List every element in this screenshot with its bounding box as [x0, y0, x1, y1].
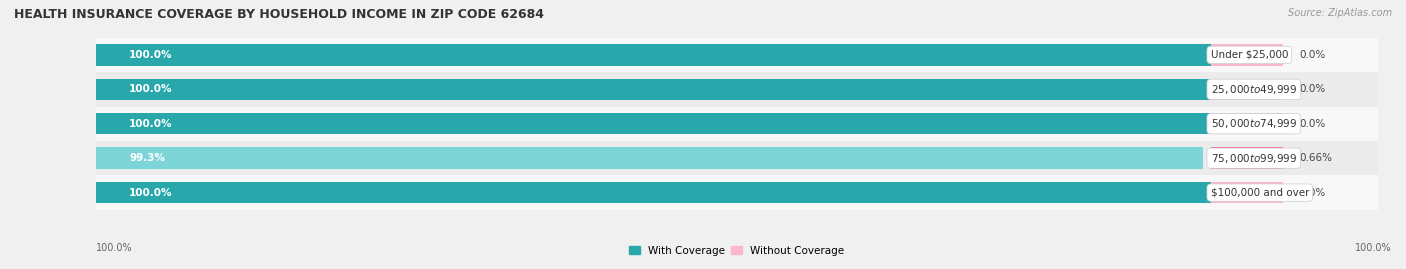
Text: $100,000 and over: $100,000 and over	[1211, 187, 1309, 198]
Text: $50,000 to $74,999: $50,000 to $74,999	[1211, 117, 1296, 130]
Text: 0.0%: 0.0%	[1299, 119, 1326, 129]
Text: Source: ZipAtlas.com: Source: ZipAtlas.com	[1288, 8, 1392, 18]
Bar	[96, 175, 1378, 210]
Text: Under $25,000: Under $25,000	[1211, 50, 1288, 60]
Text: 0.0%: 0.0%	[1299, 84, 1326, 94]
Legend: With Coverage, Without Coverage: With Coverage, Without Coverage	[626, 241, 848, 260]
Bar	[1211, 44, 1284, 66]
Text: $25,000 to $49,999: $25,000 to $49,999	[1211, 83, 1296, 96]
Text: 100.0%: 100.0%	[129, 50, 173, 60]
Text: 0.0%: 0.0%	[1299, 187, 1326, 198]
Bar	[96, 44, 1211, 66]
Text: 100.0%: 100.0%	[129, 84, 173, 94]
Text: 99.3%: 99.3%	[129, 153, 165, 163]
Bar	[96, 113, 1211, 134]
Bar	[96, 38, 1378, 72]
Bar	[96, 79, 1211, 100]
Bar	[96, 147, 1202, 169]
Bar	[96, 182, 1211, 203]
Text: 100.0%: 100.0%	[129, 187, 173, 198]
Text: HEALTH INSURANCE COVERAGE BY HOUSEHOLD INCOME IN ZIP CODE 62684: HEALTH INSURANCE COVERAGE BY HOUSEHOLD I…	[14, 8, 544, 21]
Text: 100.0%: 100.0%	[129, 119, 173, 129]
Text: 0.0%: 0.0%	[1299, 50, 1326, 60]
Bar	[1211, 79, 1284, 100]
Bar	[1211, 113, 1284, 134]
Text: $75,000 to $99,999: $75,000 to $99,999	[1211, 152, 1296, 165]
Bar	[96, 107, 1378, 141]
Bar	[96, 141, 1378, 175]
Bar	[1211, 147, 1284, 169]
Bar	[1211, 182, 1284, 203]
Text: 100.0%: 100.0%	[96, 243, 132, 253]
Text: 100.0%: 100.0%	[1355, 243, 1392, 253]
Bar	[96, 72, 1378, 107]
Text: 0.66%: 0.66%	[1299, 153, 1333, 163]
